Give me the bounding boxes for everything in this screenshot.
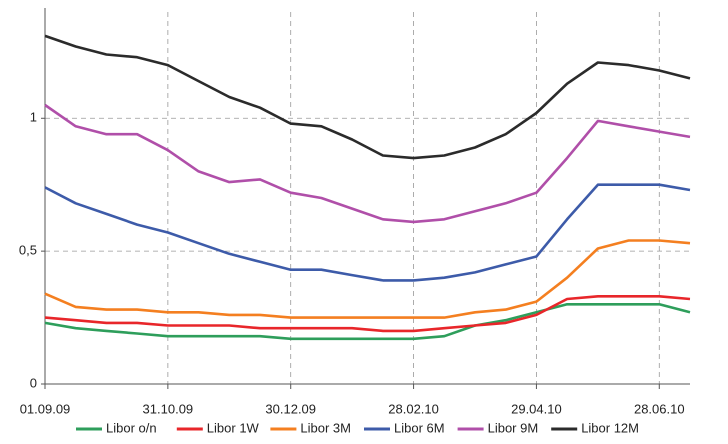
x-tick-label: 28.06.10 [634,401,685,416]
y-tick-label: 1 [30,110,37,125]
series-line [44,295,691,333]
series-line [44,34,691,160]
x-tick-label: 31.10.09 [143,401,194,416]
x-tick-label: 29.04.10 [511,401,562,416]
y-tick-label: 0 [30,375,37,390]
legend-label: Libor 6M [394,420,445,435]
legend-label: Libor 3M [300,420,351,435]
series-line [44,103,691,224]
series-line [44,239,691,319]
x-tick-label: 30.12.09 [265,401,316,416]
legend-label: Libor 1W [207,420,260,435]
x-tick-label: 28.02.10 [388,401,439,416]
y-tick-label: 0,5 [19,243,37,258]
legend-label: Libor 12M [581,420,639,435]
series-line [44,183,691,282]
legend-label: Libor o/n [106,420,157,435]
legend-label: Libor 9M [488,420,539,435]
x-tick-label: 01.09.09 [20,401,71,416]
series-line [44,303,691,341]
